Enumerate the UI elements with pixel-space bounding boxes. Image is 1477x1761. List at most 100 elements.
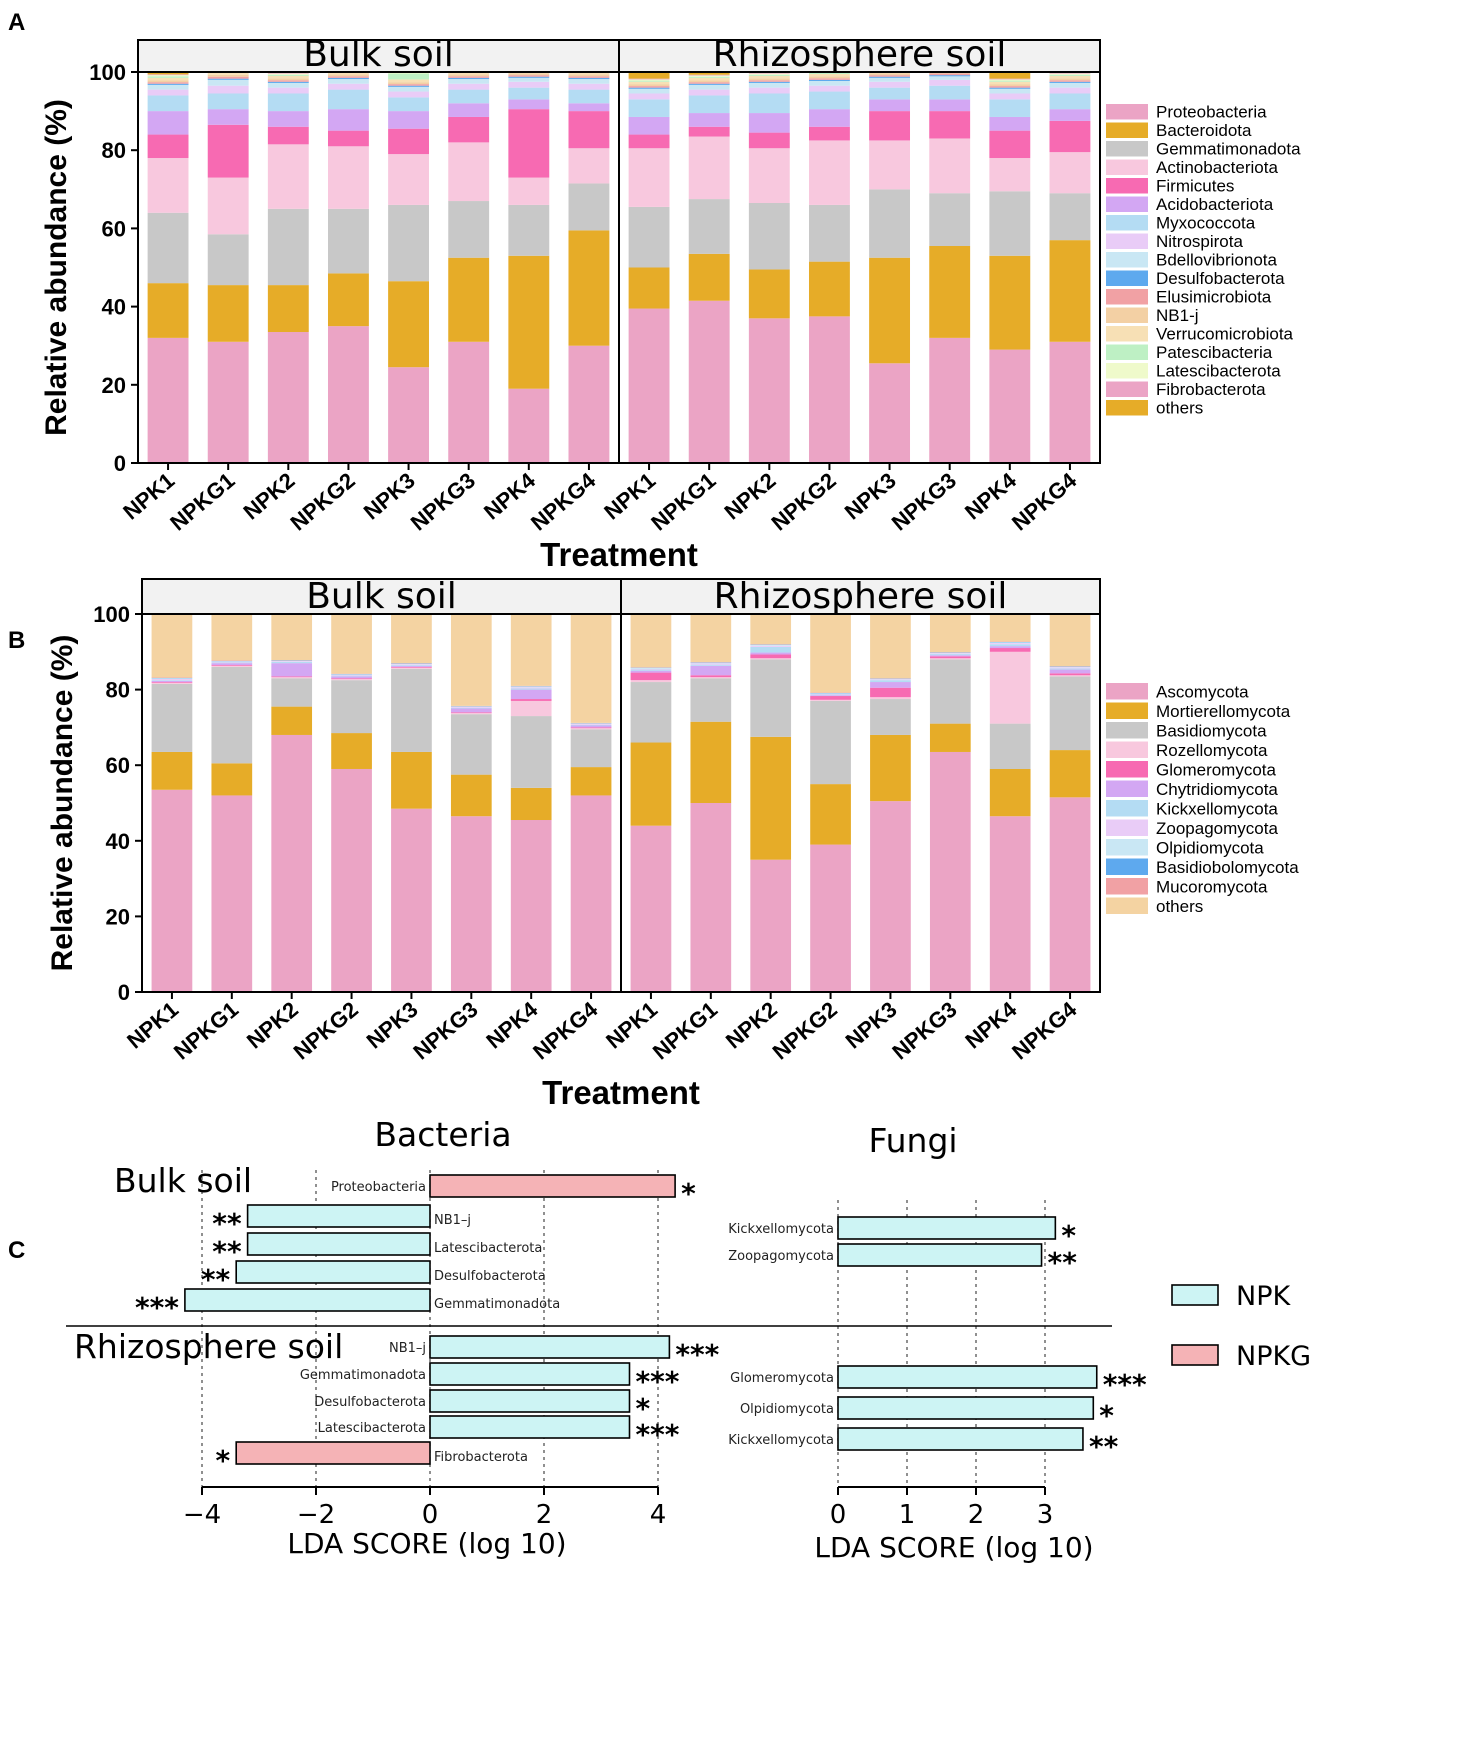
fung-bar-rhizosphere-soil-npk4-basidiomycota: [989, 723, 1031, 769]
bacteria-lda-bar-bulk-soil-nb1-j: [246, 1204, 431, 1228]
bact-bar-bulk-soil-npk2-nb1-j: [267, 78, 309, 81]
bact-bar-bulk-soil-npk2-firmicutes: [267, 126, 309, 145]
bact-bar-rhizosphere-soil-npk3-actinobacteriota: [869, 140, 911, 190]
bact-bar-rhizosphere-soil-npk4-bdellovibrionota: [989, 88, 1031, 94]
bact-bar-bulk-soil-npkg1-proteobacteria: [207, 341, 249, 463]
bact-bar-bulk-soil-npk2-patescibacteria: [267, 74, 309, 76]
bact-bar-rhizosphere-soil-npk1-latescibacterota: [628, 79, 670, 81]
fung-bar-bulk-soil-npkg3-others: [450, 614, 492, 706]
bact-bar-rhizosphere-soil-npk1-patescibacteria: [628, 80, 670, 82]
bact-bar-rhizosphere-soil-npk4-proteobacteria: [989, 349, 1031, 463]
bacteria-xtick-label: 4: [650, 1500, 667, 1530]
fung-bar-rhizosphere-soil-npkg4-basidiomycota: [1049, 676, 1091, 751]
bact-legend-label-nitrospirota: Nitrospirota: [1156, 232, 1243, 251]
bact-bar-rhizosphere-soil-npkg2-patescibacteria: [808, 72, 850, 74]
fung-bar-bulk-soil-npkg3-kickxellomycota: [450, 707, 492, 709]
bact-bar-bulk-soil-npkg1-nitrospirota: [207, 85, 249, 94]
bact-bar-rhizosphere-soil-npkg4-verrucomicrobiota: [1049, 75, 1091, 79]
bact-bar-bulk-soil-npk1-latescibacterota: [147, 75, 189, 77]
fung-bar-rhizosphere-soil-npk3-basidiomycota: [870, 699, 911, 735]
bact-bar-rhizosphere-soil-npkg1-bacteroidota: [688, 253, 730, 301]
bact-bar-rhizosphere-soil-npkg2-actinobacteriota: [808, 140, 850, 205]
bacteria-significance-nb1-j: **: [212, 1207, 242, 1240]
fung-bar-bulk-soil-npkg4-basidiomycota: [570, 729, 612, 768]
bact-bar-bulk-soil-npkg1-desulfobacterota: [207, 78, 249, 80]
fungi-lda-bar-rhizosphere-soil-glomeromycota: [837, 1365, 1098, 1389]
bact-bar-bulk-soil-npk4-elusimicrobiota: [508, 75, 550, 77]
bacteria-significance-nb1-j: ***: [675, 1338, 719, 1371]
fung-bar-rhizosphere-soil-npk4-zoopagomycota: [989, 643, 1031, 645]
fung-bar-rhizosphere-soil-npkg1-glomeromycota: [690, 675, 732, 678]
fung-bar-rhizosphere-soil-npk1-zoopagomycota: [630, 668, 672, 670]
fung-xtick-rhizosphere-soil-npkg1: NPKG1: [648, 997, 722, 1065]
bact-xtick-rhizosphere-soil-npkg3: NPKG3: [887, 468, 961, 536]
fung-legend-swatch-mucoromycota: [1106, 878, 1148, 895]
bacteria-lda-bar-rhizosphere-soil-latescibacterota: [429, 1415, 631, 1439]
fung-bar-bulk-soil-npkg1-zoopagomycota: [211, 661, 253, 663]
bact-legend-label-myxococcota: Myxococcota: [1156, 214, 1256, 233]
bact-bar-bulk-soil-npk2-elusimicrobiota: [267, 80, 309, 82]
bact-legend-swatch-nb1-j: [1106, 307, 1148, 323]
bact-bar-bulk-soil-npk1-acidobacteriota: [147, 111, 189, 135]
bact-bar-rhizosphere-soil-npk1-actinobacteriota: [628, 148, 670, 207]
bact-bar-rhizosphere-soil-npk1-bacteroidota: [628, 267, 670, 309]
panel-label-c: C: [8, 1237, 25, 1264]
bact-bar-rhizosphere-soil-npk2-gemmatimonadota: [748, 202, 790, 270]
fung-ytick-label: 40: [106, 829, 130, 854]
fung-bar-rhizosphere-soil-npkg3-others: [929, 614, 971, 653]
fung-bar-bulk-soil-npkg4-chytridiomycota: [570, 725, 612, 728]
fung-bar-rhizosphere-soil-npk3-others: [870, 614, 911, 679]
fungi-lda-title: Fungi: [868, 1121, 957, 1160]
bact-bar-rhizosphere-soil-npkg3-desulfobacterota: [929, 75, 971, 77]
fung-bar-rhizosphere-soil-npkg2-ascomycota: [810, 844, 851, 992]
fung-bar-bulk-soil-npk2-glomeromycota: [271, 676, 313, 678]
fung-bar-rhizosphere-soil-npk3-glomeromycota: [870, 687, 911, 698]
bact-legend-swatch-myxococcota: [1106, 215, 1148, 231]
fung-bar-rhizosphere-soil-npk2-glomeromycota: [750, 654, 792, 659]
bact-bar-bulk-soil-npkg3-elusimicrobiota: [448, 76, 490, 78]
fung-bar-rhizosphere-soil-npk4-ascomycota: [989, 816, 1031, 992]
bact-bar-rhizosphere-soil-npkg2-acidobacteriota: [808, 109, 850, 127]
bact-bar-bulk-soil-npkg3-desulfobacterota: [448, 77, 490, 80]
bact-bar-bulk-soil-npkg3-nb1-j: [448, 74, 490, 77]
fung-bar-rhizosphere-soil-npkg3-glomeromycota: [929, 656, 971, 659]
bact-bar-rhizosphere-soil-npkg1-bdellovibrionota: [688, 84, 730, 90]
bact-bar-rhizosphere-soil-npkg4-gemmatimonadota: [1049, 193, 1091, 241]
fungi-lda-bar-bulk-soil-zoopagomycota: [837, 1243, 1043, 1267]
fung-bar-rhizosphere-soil-npkg3-chytridiomycota: [929, 655, 971, 657]
fung-bar-bulk-soil-npk1-olpidiomycota: [151, 678, 193, 680]
fung-bar-rhizosphere-soil-npk2-zoopagomycota: [750, 645, 792, 647]
bact-bar-rhizosphere-soil-npkg3-bdellovibrionota: [929, 76, 971, 80]
fung-xtick-bulk-soil-npkg3: NPKG3: [408, 997, 482, 1065]
fung-x-axis-title: Treatment: [542, 1074, 700, 1111]
bact-bar-bulk-soil-npkg4-elusimicrobiota: [568, 76, 610, 78]
bact-legend-label-fibrobacterota: Fibrobacterota: [1156, 380, 1266, 399]
bact-bar-rhizosphere-soil-npkg3-nitrospirota: [929, 79, 971, 86]
fung-legend-swatch-glomeromycota: [1106, 761, 1148, 778]
fung-bar-rhizosphere-soil-npkg2-glomeromycota: [810, 696, 851, 700]
bact-bar-bulk-soil-npkg4-nb1-j: [568, 74, 610, 77]
bact-bar-bulk-soil-npkg1-myxococcota: [207, 93, 249, 110]
bact-bar-bulk-soil-npk2-gemmatimonadota: [267, 208, 309, 286]
bact-bar-rhizosphere-soil-npk3-firmicutes: [869, 111, 911, 141]
bact-strip-rhizosphere-soil: [618, 39, 1101, 73]
fungi-significance-kickxellomycota: *: [1061, 1219, 1076, 1252]
bact-legend-swatch-proteobacteria: [1106, 104, 1148, 120]
bact-bar-rhizosphere-soil-npk1-desulfobacterota: [628, 87, 670, 89]
bacteria-feature-label-gemmatimonadota: Gemmatimonadota: [434, 1297, 560, 1312]
bact-ytick-label: 0: [114, 451, 126, 476]
fung-bar-bulk-soil-npk4-rozellomycota: [510, 700, 552, 717]
bact-legend-label-firmicutes: Firmicutes: [1156, 177, 1234, 196]
fung-bar-bulk-soil-npk1-basidiomycota: [151, 683, 193, 752]
fung-bar-bulk-soil-npk4-glomeromycota: [510, 699, 552, 701]
fung-bar-rhizosphere-soil-npkg2-rozellomycota: [810, 699, 851, 701]
bact-bar-rhizosphere-soil-npk3-myxococcota: [869, 87, 911, 100]
fung-bar-bulk-soil-npkg1-others: [211, 614, 253, 661]
bact-bar-rhizosphere-soil-npk2-myxococcota: [748, 93, 790, 114]
fung-legend-label-basidiobolomycota: Basidiobolomycota: [1156, 858, 1299, 877]
bact-bar-rhizosphere-soil-npkg3-acidobacteriota: [929, 99, 971, 112]
fung-bar-bulk-soil-npk4-zoopagomycota: [510, 687, 552, 689]
fung-legend-swatch-basidiomycota: [1106, 722, 1148, 739]
bact-bar-bulk-soil-npkg3-verrucomicrobiota: [448, 72, 490, 75]
fung-xtick-bulk-soil-npkg2: NPKG2: [289, 997, 363, 1065]
